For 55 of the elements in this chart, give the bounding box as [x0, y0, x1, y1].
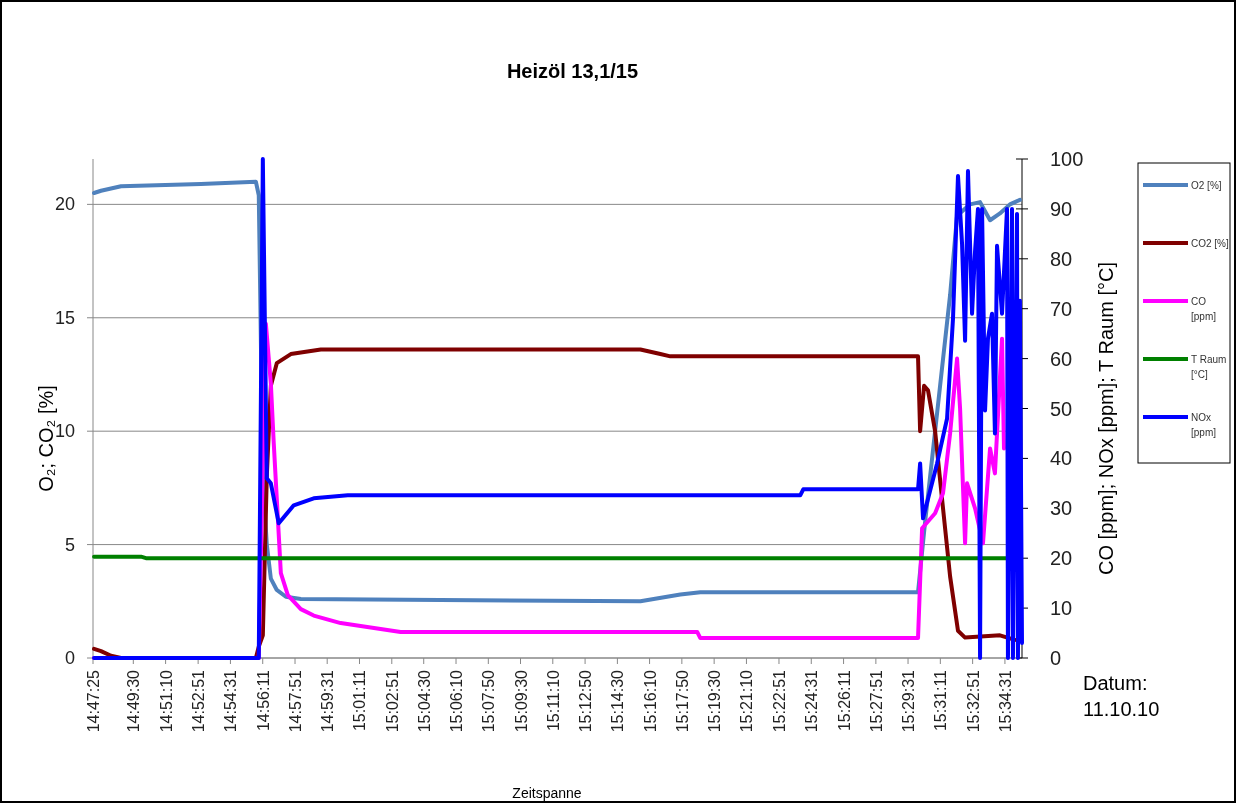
y2-tick-label: 60: [1050, 347, 1073, 370]
x-tick-label: 15:11:10: [544, 669, 562, 732]
x-tick-label: 15:07:50: [480, 669, 498, 733]
y2-tick-label: 40: [1050, 447, 1073, 470]
y-tick-label: 0: [64, 648, 75, 668]
chart-title: Heizöl 13,1/15: [506, 60, 639, 82]
y2-tick-label: 10: [1050, 597, 1073, 620]
x-tick-label: 15:12:50: [577, 669, 595, 733]
x-tick-label: 15:14:30: [609, 669, 627, 733]
y-tick-label: 20: [54, 194, 75, 215]
legend-label: NOx [ppm]: [1191, 412, 1217, 438]
legend-label: O2 [%]: [1191, 180, 1222, 191]
y2-tick-label: 30: [1050, 497, 1073, 520]
legend-label: T Raum [°C]: [1191, 354, 1227, 380]
y-tick-label: 10: [54, 421, 75, 442]
x-tick-label: 15:22:51: [770, 669, 788, 733]
x-tick-label: 15:19:30: [706, 669, 724, 733]
y2-tick-label: 50: [1050, 397, 1073, 420]
x-tick-label: 14:57:51: [287, 669, 305, 733]
x-tick-label: 15:27:51: [867, 669, 885, 733]
x-tick-label: 14:49:30: [125, 669, 143, 733]
x-tick-label: 14:54:31: [222, 669, 240, 733]
y2-axis-title: CO [ppm]; NOx [ppm]; T Raum [°C]: [1095, 262, 1117, 575]
x-tick-label: 15:34:31: [996, 669, 1014, 733]
y-axis-title: O₂; CO₂ [%]: [35, 385, 57, 492]
x-tick-label: 15:26:11: [835, 669, 853, 732]
x-tick-label: 14:51:10: [157, 669, 175, 733]
x-tick-label: 15:32:51: [964, 669, 982, 733]
y-tick-label: 15: [54, 307, 75, 328]
y2-tick-label: 70: [1050, 297, 1073, 320]
x-tick-label: 15:31:11: [932, 669, 950, 732]
y2-tick-label: 20: [1050, 547, 1073, 570]
x-tick-label: 14:56:11: [254, 669, 272, 732]
x-tick-label: 15:16:10: [641, 669, 659, 733]
y-tick-label: 5: [64, 534, 75, 555]
x-tick-label: 14:47:25: [85, 669, 102, 733]
x-tick-label: 15:06:10: [448, 669, 466, 733]
x-tick-label: 15:02:51: [383, 669, 401, 733]
x-tick-label: 15:04:30: [415, 669, 433, 733]
x-axis-title: Zeitspanne: [512, 785, 582, 801]
x-tick-label: 15:21:10: [738, 669, 756, 733]
x-tick-label: 15:01:11: [351, 669, 369, 732]
x-tick-label: 14:52:51: [190, 669, 208, 733]
x-tick-label: 14:59:31: [319, 669, 337, 733]
legend-label: CO [ppm]: [1191, 296, 1217, 322]
x-tick-label: 15:17:50: [673, 669, 691, 733]
x-tick-label: 15:24:31: [803, 669, 821, 733]
y2-tick-label: 90: [1050, 197, 1073, 220]
x-tick-label: 15:09:30: [512, 669, 530, 733]
x-tick-label: 15:29:31: [900, 669, 918, 733]
legend-label: CO2 [%]: [1191, 238, 1230, 249]
y2-tick-label: 0: [1050, 647, 1062, 669]
y2-tick-label: 100: [1050, 148, 1084, 170]
text: Datum: 11.10.10: [1083, 672, 1160, 720]
y2-tick-label: 80: [1050, 247, 1073, 270]
